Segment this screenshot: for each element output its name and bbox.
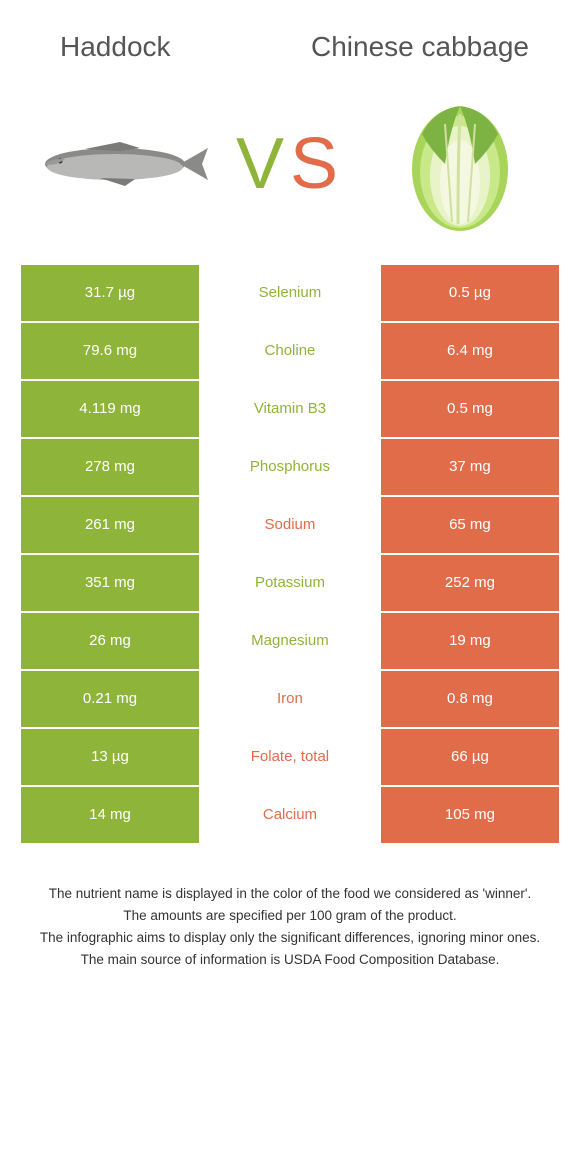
- right-value: 0.5 mg: [380, 380, 560, 438]
- table-row: 351 mgPotassium252 mg: [20, 554, 560, 612]
- nutrient-label: Iron: [200, 670, 380, 728]
- nutrient-label: Choline: [200, 322, 380, 380]
- haddock-image: [30, 94, 210, 234]
- table-row: 4.119 mgVitamin B30.5 mg: [20, 380, 560, 438]
- left-value: 79.6 mg: [20, 322, 200, 380]
- left-value: 4.119 mg: [20, 380, 200, 438]
- right-value: 0.5 µg: [380, 264, 560, 322]
- table-row: 26 mgMagnesium19 mg: [20, 612, 560, 670]
- fish-icon: [30, 134, 210, 194]
- table-row: 261 mgSodium65 mg: [20, 496, 560, 554]
- header: Haddock Chinese cabbage: [0, 0, 580, 74]
- right-value: 6.4 mg: [380, 322, 560, 380]
- footer-notes: The nutrient name is displayed in the co…: [0, 844, 580, 971]
- table-row: 14 mgCalcium105 mg: [20, 786, 560, 844]
- nutrient-label: Phosphorus: [200, 438, 380, 496]
- footer-line: The infographic aims to display only the…: [30, 928, 550, 948]
- right-value: 19 mg: [380, 612, 560, 670]
- table-row: 79.6 mgCholine6.4 mg: [20, 322, 560, 380]
- table-row: 31.7 µgSelenium0.5 µg: [20, 264, 560, 322]
- right-value: 0.8 mg: [380, 670, 560, 728]
- cabbage-image: [370, 94, 550, 234]
- left-value: 278 mg: [20, 438, 200, 496]
- footer-line: The main source of information is USDA F…: [30, 950, 550, 970]
- left-value: 261 mg: [20, 496, 200, 554]
- nutrient-label: Vitamin B3: [200, 380, 380, 438]
- left-value: 31.7 µg: [20, 264, 200, 322]
- left-value: 14 mg: [20, 786, 200, 844]
- nutrient-label: Calcium: [200, 786, 380, 844]
- nutrient-table: 31.7 µgSelenium0.5 µg79.6 mgCholine6.4 m…: [20, 264, 560, 844]
- table-row: 13 µgFolate, total66 µg: [20, 728, 560, 786]
- nutrient-label: Selenium: [200, 264, 380, 322]
- vs-label: VS: [236, 123, 344, 205]
- right-value: 105 mg: [380, 786, 560, 844]
- food-title-left: Haddock: [40, 30, 300, 64]
- right-value: 37 mg: [380, 438, 560, 496]
- right-value: 65 mg: [380, 496, 560, 554]
- footer-line: The nutrient name is displayed in the co…: [30, 884, 550, 904]
- cabbage-icon: [400, 94, 520, 234]
- images-row: VS: [0, 74, 580, 264]
- left-value: 13 µg: [20, 728, 200, 786]
- footer-line: The amounts are specified per 100 gram o…: [30, 906, 550, 926]
- nutrient-label: Folate, total: [200, 728, 380, 786]
- right-value: 252 mg: [380, 554, 560, 612]
- table-row: 0.21 mgIron0.8 mg: [20, 670, 560, 728]
- vs-v: V: [236, 124, 290, 204]
- food-title-right: Chinese cabbage: [300, 30, 540, 64]
- nutrient-label: Potassium: [200, 554, 380, 612]
- right-value: 66 µg: [380, 728, 560, 786]
- left-value: 26 mg: [20, 612, 200, 670]
- vs-s: S: [290, 124, 344, 204]
- left-value: 351 mg: [20, 554, 200, 612]
- nutrient-label: Magnesium: [200, 612, 380, 670]
- left-value: 0.21 mg: [20, 670, 200, 728]
- nutrient-label: Sodium: [200, 496, 380, 554]
- table-row: 278 mgPhosphorus37 mg: [20, 438, 560, 496]
